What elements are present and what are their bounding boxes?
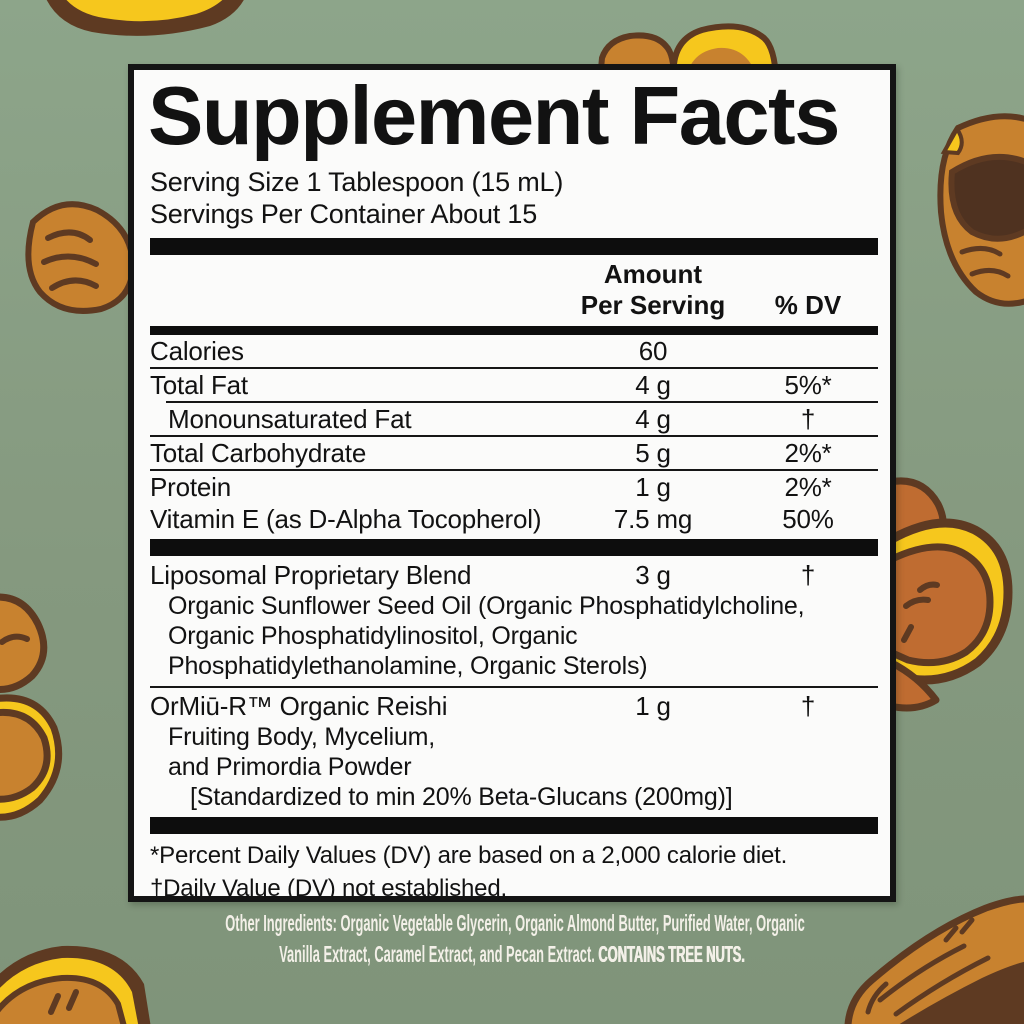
pecan-illustration-bottom-right: [844, 895, 1024, 1024]
blend-description-line: Phosphatidylethanolamine, Organic Sterol…: [168, 652, 648, 680]
table-row-liposomal-blend: Liposomal Proprietary Blend 3 g †: [150, 559, 878, 591]
nutrient-amount: 1 g: [635, 472, 671, 502]
nutrient-dv: 2%*: [784, 472, 832, 502]
column-header-amount: Amount Per Serving: [580, 259, 726, 320]
row-divider: [150, 435, 878, 437]
row-divider: [150, 686, 878, 688]
divider-thick: [150, 238, 878, 255]
reishi-description-line: and Primordia Powder: [168, 753, 412, 781]
caramel-illustration-top-left: [46, 0, 244, 36]
pecan-illustration-right: [937, 113, 1024, 307]
table-row-calories: Calories 60: [150, 335, 878, 367]
table-row-total-carbohydrate: Total Carbohydrate 5 g 2%*: [150, 437, 878, 469]
serving-size: Serving Size 1 Tablespoon (15 mL): [150, 167, 564, 197]
row-divider: [150, 367, 878, 369]
nutrient-name: Total Fat: [150, 370, 248, 400]
panel-title: Supplement Facts: [148, 69, 840, 162]
nutrient-dv: †: [800, 404, 816, 434]
nutrient-name: Protein: [150, 472, 231, 502]
nutrient-amount: 60: [638, 336, 668, 366]
nutrient-amount: 1 g: [635, 691, 671, 721]
nutrient-amount: 7.5 mg: [613, 504, 693, 534]
reishi-illustration-right: [885, 477, 1013, 712]
table-row-total-fat: Total Fat 4 g 5%*: [150, 369, 878, 401]
reishi-illustration-left: [0, 593, 63, 821]
nutrient-amount: 4 g: [635, 370, 671, 400]
table-row-monounsaturated-fat: Monounsaturated Fat 4 g †: [150, 403, 878, 435]
divider-thick: [150, 539, 878, 556]
servings-per-container: Servings Per Container About 15: [150, 199, 538, 229]
table-row-vitamin-e: Vitamin E (as D-Alpha Tocopherol) 7.5 mg…: [150, 503, 878, 535]
nutrient-name: Monounsaturated Fat: [168, 404, 412, 434]
supplement-facts-panel: Supplement Facts Serving Size 1 Tablespo…: [128, 64, 896, 902]
dagger-footnote: †Daily Value (DV) not established.: [150, 875, 507, 902]
nutrient-dv: †: [800, 691, 816, 721]
mushroom-illustration-bottom-left: [0, 945, 151, 1024]
pecan-illustration-left: [25, 201, 137, 314]
table-row-reishi: OrMiū-R™ Organic Reishi 1 g †: [150, 690, 878, 722]
nutrient-name: Total Carbohydrate: [150, 438, 367, 468]
table-header: Amount Per Serving % DV: [150, 255, 878, 326]
nutrient-amount: 5 g: [635, 438, 671, 468]
nutrient-dv: 5%*: [784, 370, 832, 400]
divider-thick: [150, 817, 878, 834]
nutrient-name: Calories: [150, 336, 244, 366]
nutrient-dv: 2%*: [784, 438, 832, 468]
nutrient-amount: 3 g: [635, 560, 671, 590]
reishi-standardized-note: [Standardized to min 20% Beta-Glucans (2…: [190, 783, 733, 811]
nutrient-name: OrMiū-R™ Organic Reishi: [150, 691, 448, 721]
nutrient-amount: 4 g: [635, 404, 671, 434]
nutrient-name: Liposomal Proprietary Blend: [150, 560, 472, 590]
reishi-description-line: Fruiting Body, Mycelium,: [168, 723, 436, 751]
allergen-warning: CONTAINS TREE NUTS.: [598, 941, 745, 967]
other-ingredients: Other Ingredients: Organic Vegetable Gly…: [225, 908, 805, 970]
other-ingredients-line1: Other Ingredients: Organic Vegetable Gly…: [225, 910, 805, 936]
column-header-dv: % DV: [774, 290, 842, 320]
blend-description-line: Organic Phosphatidylinositol, Organic: [168, 622, 578, 650]
table-row-protein: Protein 1 g 2%*: [150, 471, 878, 503]
nutrient-name: Vitamin E (as D-Alpha Tocopherol): [150, 504, 542, 534]
blend-description-line: Organic Sunflower Seed Oil (Organic Phos…: [168, 592, 805, 620]
row-divider: [166, 401, 878, 403]
row-divider: [150, 469, 878, 471]
nutrient-dv: 50%: [782, 504, 834, 534]
daily-value-footnote: *Percent Daily Values (DV) are based on …: [150, 842, 788, 869]
other-ingredients-line2: Vanilla Extract, Caramel Extract, and Pe…: [279, 941, 745, 967]
footnotes: *Percent Daily Values (DV) are based on …: [150, 840, 878, 902]
divider-medium: [150, 326, 878, 335]
nutrient-dv: †: [800, 560, 816, 590]
